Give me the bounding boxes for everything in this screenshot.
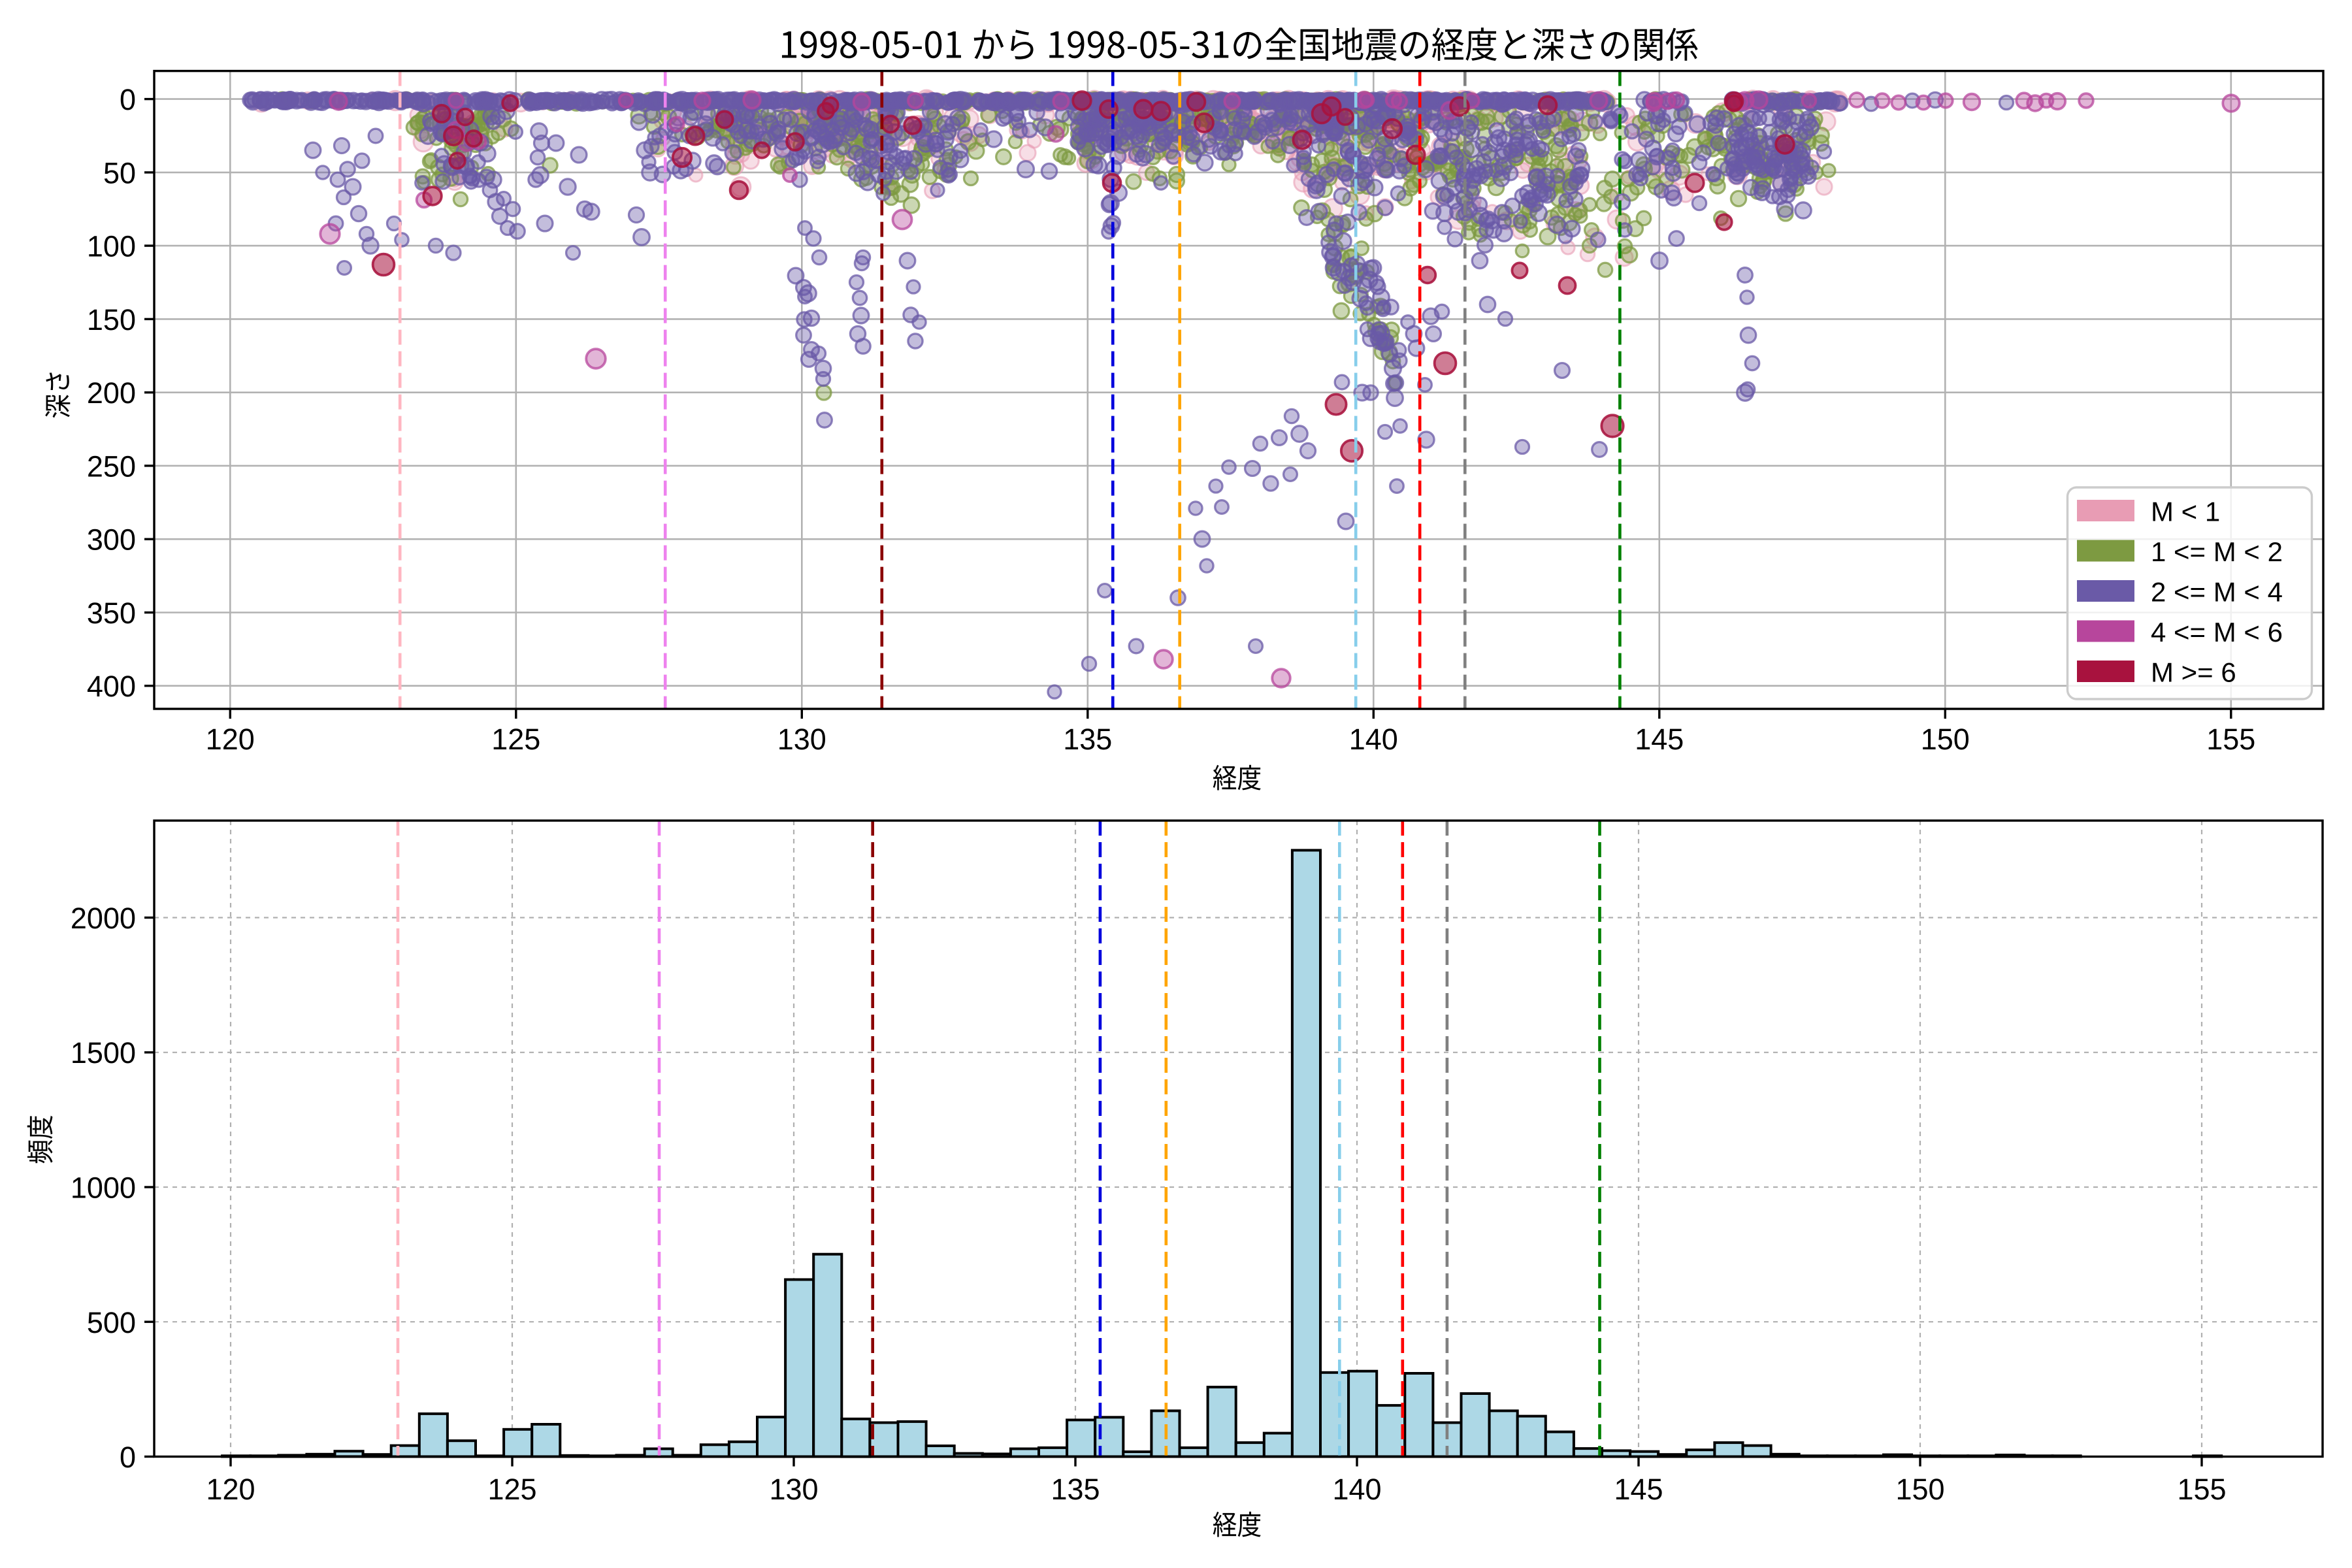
svg-text:M < 1: M < 1 bbox=[2151, 497, 2220, 527]
svg-text:150: 150 bbox=[1921, 723, 1970, 756]
svg-text:100: 100 bbox=[87, 230, 136, 263]
svg-text:140: 140 bbox=[1349, 723, 1398, 756]
svg-text:4 <= M < 6: 4 <= M < 6 bbox=[2151, 617, 2283, 647]
svg-text:125: 125 bbox=[487, 1473, 536, 1506]
svg-text:150: 150 bbox=[87, 303, 136, 336]
svg-text:2000: 2000 bbox=[71, 902, 136, 935]
svg-text:125: 125 bbox=[491, 723, 540, 756]
svg-text:200: 200 bbox=[87, 376, 136, 410]
svg-text:145: 145 bbox=[1635, 723, 1684, 756]
svg-text:0: 0 bbox=[120, 83, 136, 116]
svg-text:140: 140 bbox=[1332, 1473, 1381, 1506]
svg-text:120: 120 bbox=[206, 1473, 255, 1506]
svg-text:150: 150 bbox=[1895, 1473, 1944, 1506]
svg-text:155: 155 bbox=[2177, 1473, 2226, 1506]
svg-text:1 <= M < 2: 1 <= M < 2 bbox=[2151, 536, 2283, 567]
svg-text:300: 300 bbox=[87, 523, 136, 557]
svg-text:50: 50 bbox=[103, 156, 136, 189]
svg-text:130: 130 bbox=[777, 723, 826, 756]
svg-text:0: 0 bbox=[120, 1441, 136, 1474]
svg-text:1500: 1500 bbox=[71, 1036, 136, 1070]
svg-text:350: 350 bbox=[87, 596, 136, 630]
svg-text:M >= 6: M >= 6 bbox=[2151, 657, 2236, 688]
svg-text:155: 155 bbox=[2206, 723, 2255, 756]
svg-text:130: 130 bbox=[769, 1473, 818, 1506]
svg-text:250: 250 bbox=[87, 449, 136, 483]
svg-text:120: 120 bbox=[206, 723, 255, 756]
svg-text:135: 135 bbox=[1051, 1473, 1100, 1506]
svg-text:145: 145 bbox=[1614, 1473, 1663, 1506]
svg-text:135: 135 bbox=[1063, 723, 1112, 756]
svg-text:2 <= M < 4: 2 <= M < 4 bbox=[2151, 577, 2283, 608]
svg-text:400: 400 bbox=[87, 670, 136, 703]
svg-text:1000: 1000 bbox=[71, 1171, 136, 1205]
svg-text:500: 500 bbox=[87, 1306, 136, 1339]
